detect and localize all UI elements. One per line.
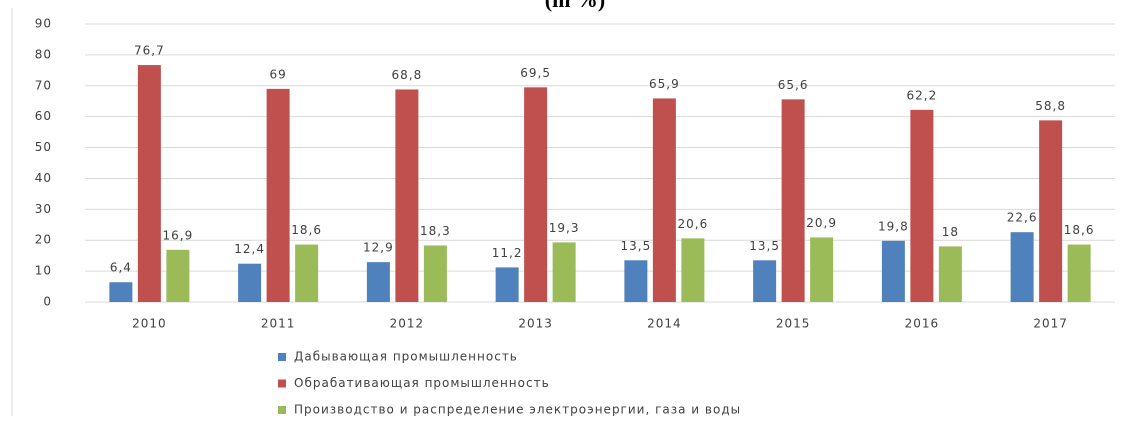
data-label: 18,3 — [420, 224, 451, 238]
y-tick-label: 30 — [35, 202, 52, 216]
bar — [652, 98, 676, 302]
data-label: 76,7 — [134, 44, 165, 58]
data-label: 11,2 — [492, 246, 523, 260]
legend-swatch — [278, 353, 286, 361]
data-label: 58,8 — [1035, 99, 1066, 113]
x-tick-label: 2010 — [132, 317, 167, 331]
bar — [266, 88, 290, 302]
bar — [295, 244, 319, 302]
y-tick-label: 50 — [35, 140, 52, 154]
bar — [1039, 120, 1063, 302]
bar — [910, 109, 934, 302]
bar — [624, 260, 648, 302]
bar — [938, 246, 962, 302]
data-label: 69,5 — [520, 66, 551, 80]
data-label: 18,6 — [1064, 223, 1095, 237]
y-tick-label: 20 — [35, 233, 52, 247]
data-label: 69 — [269, 67, 286, 81]
bar — [781, 99, 805, 302]
x-tick-label: 2016 — [905, 317, 940, 331]
data-label: 18,6 — [291, 223, 322, 237]
x-tick-label: 2011 — [261, 317, 296, 331]
legend-swatch — [278, 406, 286, 414]
bar — [109, 282, 133, 302]
data-label: 19,3 — [549, 221, 580, 235]
y-tick-label: 10 — [35, 264, 52, 278]
data-label: 62,2 — [907, 88, 938, 102]
legend-label: Производство и распределение электроэнер… — [294, 403, 741, 417]
y-tick-label: 70 — [35, 78, 52, 92]
bar — [137, 65, 161, 303]
bar — [1067, 244, 1091, 302]
data-label: 16,9 — [163, 228, 194, 242]
x-tick-label: 2012 — [390, 317, 425, 331]
data-label: 6,4 — [110, 261, 132, 275]
data-label: 13,5 — [621, 239, 652, 253]
legend-label: Обрабативающая промышленность — [294, 376, 550, 390]
data-label: 19,8 — [878, 219, 909, 233]
x-tick-label: 2017 — [1033, 317, 1068, 331]
bar — [423, 245, 447, 302]
data-label: 13,5 — [749, 239, 780, 253]
chart-title: (in %) — [545, 0, 606, 12]
data-label: 12,4 — [234, 242, 265, 256]
bar — [495, 267, 519, 302]
data-label: 22,6 — [1007, 211, 1038, 225]
data-label: 68,8 — [392, 68, 423, 82]
x-tick-label: 2013 — [518, 317, 553, 331]
bar — [238, 263, 262, 302]
bar — [753, 260, 777, 302]
bar — [681, 238, 705, 302]
bar — [810, 237, 834, 302]
y-tick-label: 60 — [35, 109, 52, 123]
data-label: 65,6 — [778, 78, 809, 92]
bar — [552, 242, 576, 302]
y-tick-label: 80 — [35, 47, 52, 61]
bar — [1010, 232, 1034, 302]
y-tick-label: 90 — [35, 17, 52, 31]
data-label: 18 — [942, 225, 959, 239]
x-tick-label: 2015 — [776, 317, 811, 331]
data-label: 20,6 — [678, 217, 709, 231]
y-tick-label: 0 — [43, 295, 52, 309]
bar — [395, 89, 419, 303]
legend-swatch — [278, 379, 286, 388]
legend-label: Дабывающая промышленность — [294, 350, 518, 364]
bar — [524, 87, 548, 302]
data-label: 12,9 — [363, 241, 394, 255]
data-label: 20,9 — [806, 216, 837, 230]
bar — [366, 262, 390, 302]
data-label: 65,9 — [649, 77, 680, 91]
bar — [166, 249, 190, 302]
x-tick-label: 2014 — [647, 317, 682, 331]
y-tick-label: 40 — [35, 171, 52, 185]
bar — [881, 240, 905, 302]
